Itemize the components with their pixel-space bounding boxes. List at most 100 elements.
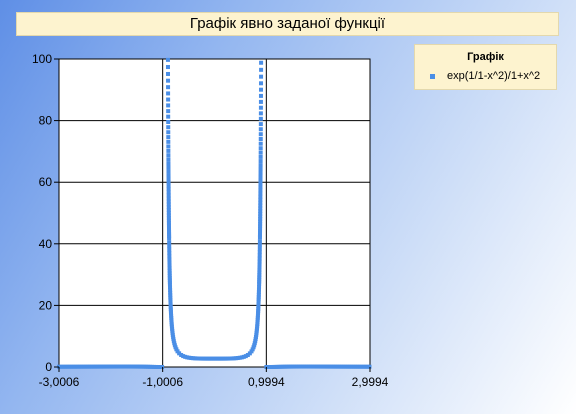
- data-point: [168, 304, 173, 309]
- data-point: [166, 169, 171, 174]
- data-point: [168, 285, 173, 290]
- data-point: [235, 356, 240, 361]
- data-point: [63, 364, 68, 369]
- data-point: [272, 364, 277, 369]
- data-point: [139, 364, 144, 369]
- data-point: [256, 297, 261, 302]
- data-point: [167, 251, 172, 256]
- data-point: [119, 364, 124, 369]
- data-point: [123, 364, 128, 369]
- data-point: [169, 318, 174, 323]
- data-point: [166, 144, 171, 149]
- data-point: [302, 364, 307, 369]
- data-point: [166, 223, 171, 228]
- data-point: [167, 263, 172, 268]
- data-point: [168, 293, 173, 298]
- data-point: [179, 352, 184, 357]
- data-point: [239, 355, 244, 360]
- data-point: [229, 356, 234, 361]
- data-point: [318, 364, 323, 369]
- x-tick-label: 2,9994: [352, 375, 389, 389]
- data-point: [215, 356, 220, 361]
- data-point: [258, 230, 263, 235]
- data-point: [167, 227, 172, 232]
- data-point: [147, 364, 152, 369]
- data-point: [166, 193, 171, 198]
- data-point: [349, 364, 354, 369]
- data-point: [65, 364, 70, 369]
- data-point: [166, 196, 171, 201]
- legend-entry-label: exp(1/1-x^2)/1+x^2: [447, 70, 541, 82]
- data-point: [256, 302, 261, 307]
- data-point: [258, 141, 263, 146]
- data-point: [167, 278, 172, 283]
- data-point: [129, 364, 134, 369]
- data-point: [258, 170, 263, 175]
- data-point: [168, 307, 173, 312]
- data-point: [167, 275, 172, 280]
- data-point: [167, 260, 172, 265]
- legend-title: Графік: [467, 51, 504, 63]
- data-point: [168, 302, 173, 307]
- data-point: [308, 364, 313, 369]
- data-point: [166, 225, 171, 230]
- data-point: [258, 191, 263, 196]
- data-point: [111, 364, 116, 369]
- data-point: [77, 364, 82, 369]
- data-point: [258, 228, 263, 233]
- data-point: [169, 311, 174, 316]
- data-point: [166, 97, 171, 102]
- data-point: [257, 250, 262, 255]
- data-point: [99, 364, 104, 369]
- data-point: [257, 272, 262, 277]
- data-point: [312, 364, 317, 369]
- data-point: [258, 111, 263, 116]
- data-point: [259, 81, 264, 86]
- data-point: [258, 137, 263, 142]
- data-point: [339, 364, 344, 369]
- data-point: [171, 337, 176, 342]
- data-point: [187, 355, 192, 360]
- data-point: [274, 364, 279, 369]
- data-point: [67, 364, 72, 369]
- data-point: [166, 180, 171, 185]
- data-point: [323, 364, 328, 369]
- data-point: [333, 364, 338, 369]
- data-point: [97, 364, 102, 369]
- data-point: [258, 150, 263, 155]
- data-point: [166, 71, 171, 76]
- data-point: [121, 364, 126, 369]
- data-point: [258, 163, 263, 168]
- data-point: [282, 364, 287, 369]
- data-point: [253, 334, 258, 339]
- data-point: [107, 364, 112, 369]
- data-point: [207, 356, 212, 361]
- data-point: [185, 355, 190, 360]
- data-point: [316, 364, 321, 369]
- data-point: [343, 364, 348, 369]
- data-point: [169, 324, 174, 329]
- data-point: [166, 139, 171, 144]
- data-point: [166, 210, 171, 215]
- data-point: [166, 91, 171, 96]
- data-point: [251, 345, 256, 350]
- data-point: [166, 114, 171, 119]
- data-point: [141, 364, 146, 369]
- data-point: [258, 211, 263, 216]
- data-point: [85, 364, 90, 369]
- y-tick-label: 0: [45, 360, 52, 374]
- data-point: [166, 148, 171, 153]
- data-point: [252, 343, 257, 348]
- data-point: [177, 351, 182, 356]
- data-point: [101, 364, 106, 369]
- data-point: [181, 354, 186, 359]
- data-point: [258, 105, 263, 110]
- data-point: [166, 85, 171, 90]
- data-point: [257, 275, 262, 280]
- data-point: [331, 364, 336, 369]
- data-point: [183, 354, 188, 359]
- data-point: [209, 356, 214, 361]
- data-point: [191, 356, 196, 361]
- data-point: [152, 364, 157, 369]
- data-point: [258, 146, 263, 151]
